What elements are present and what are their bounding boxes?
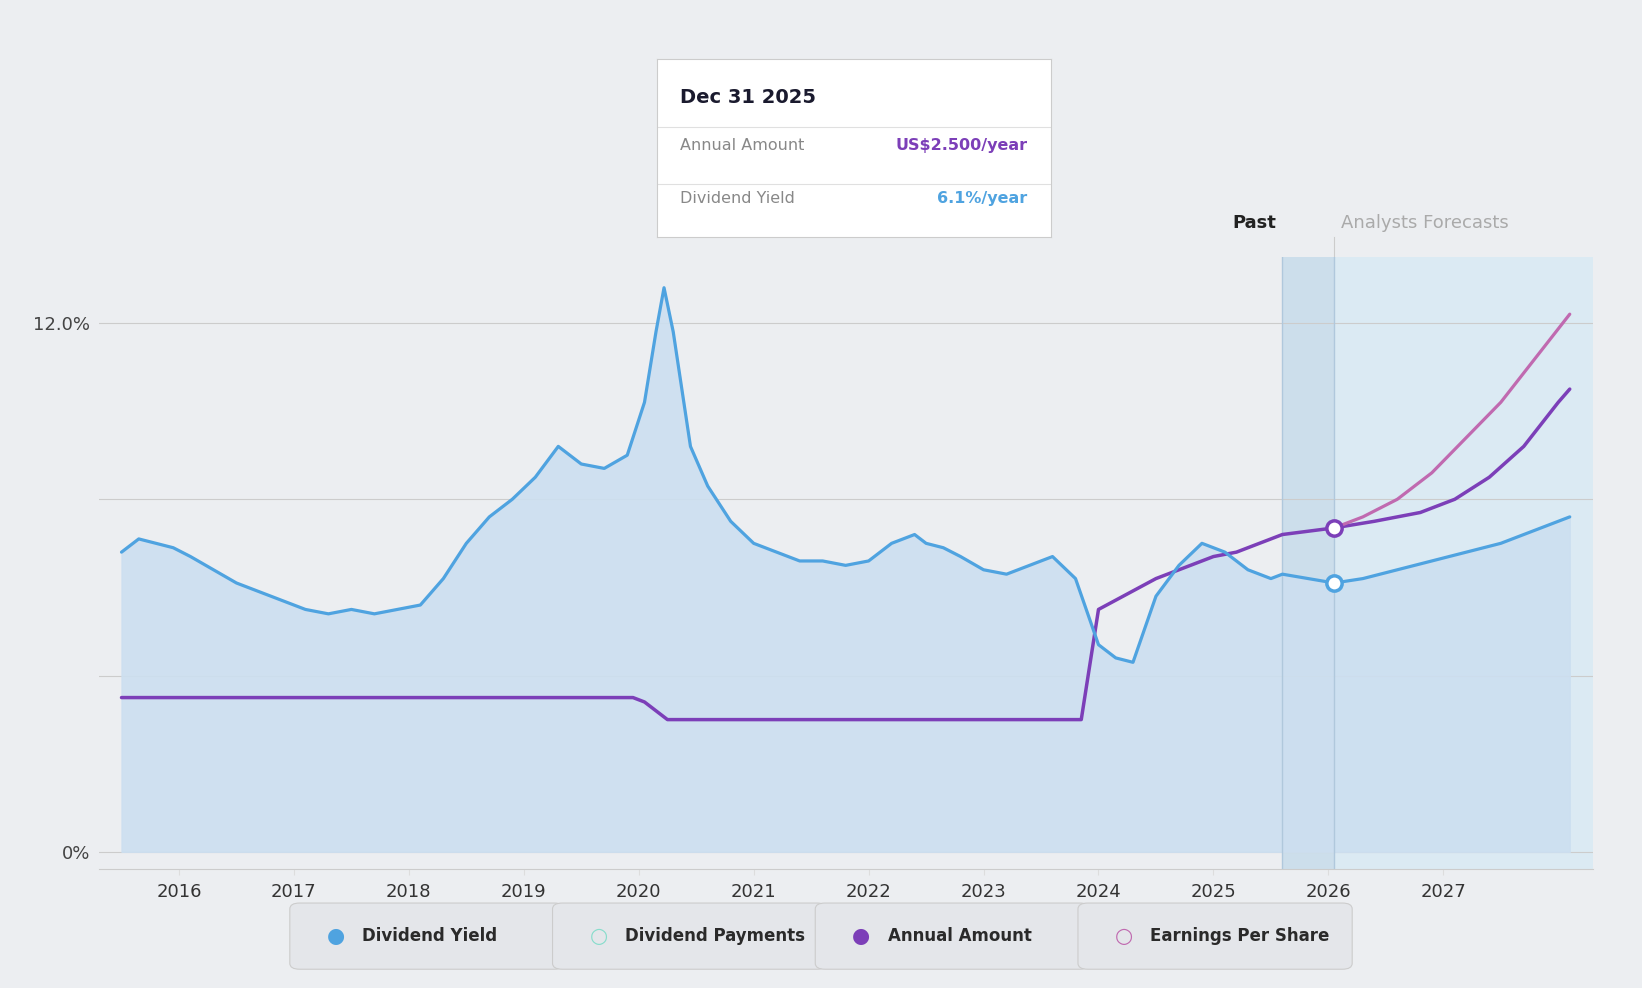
- Text: Dividend Yield: Dividend Yield: [680, 191, 795, 206]
- Text: Past: Past: [1232, 214, 1276, 232]
- Text: ●: ●: [327, 926, 345, 947]
- Text: Dividend Payments: Dividend Payments: [626, 927, 805, 946]
- Bar: [1333, 257, 1593, 869]
- Text: ●: ●: [852, 926, 870, 947]
- Text: Annual Amount: Annual Amount: [680, 137, 805, 152]
- Text: Annual Amount: Annual Amount: [887, 927, 1031, 946]
- Text: ○: ○: [589, 926, 608, 947]
- Text: Dividend Yield: Dividend Yield: [361, 927, 498, 946]
- Text: US$2.500/year: US$2.500/year: [895, 137, 1028, 152]
- Text: Dec 31 2025: Dec 31 2025: [680, 88, 816, 107]
- Bar: [1282, 257, 1333, 869]
- Text: 6.1%/year: 6.1%/year: [938, 191, 1028, 206]
- Text: Analysts Forecasts: Analysts Forecasts: [1340, 214, 1509, 232]
- Text: ○: ○: [1115, 926, 1133, 947]
- Text: Earnings Per Share: Earnings Per Share: [1151, 927, 1330, 946]
